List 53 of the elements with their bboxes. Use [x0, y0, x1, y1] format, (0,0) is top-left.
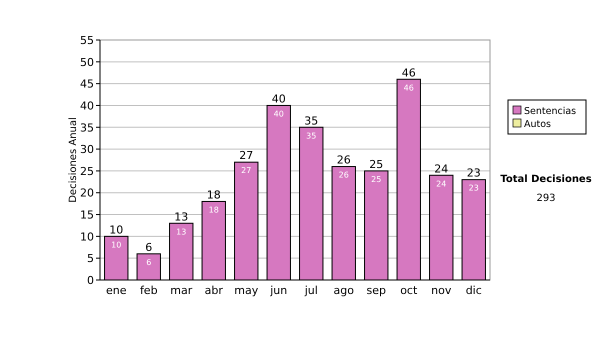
total-label: 23 [466, 166, 481, 180]
x-tick-label: mar [170, 284, 193, 297]
data-label: 6 [146, 258, 152, 267]
total-label: 24 [434, 162, 448, 176]
y-tick-label: 15 [80, 208, 94, 222]
total-label: 6 [145, 240, 152, 254]
data-label: 24 [436, 179, 446, 188]
data-label: 35 [306, 131, 316, 140]
x-tick-label: abr [204, 284, 224, 297]
y-tick-label: 5 [87, 252, 94, 266]
data-label: 27 [241, 166, 252, 176]
data-label: 25 [371, 174, 382, 184]
y-axis-title: Decisiones Anual [68, 117, 79, 203]
y-tick-label: 25 [80, 164, 94, 178]
total-label: 40 [272, 92, 286, 106]
y-tick-label: 20 [80, 186, 94, 200]
total-label: 25 [369, 158, 384, 171]
data-label: 26 [338, 170, 349, 180]
legend-label: Sentencias [524, 106, 576, 117]
x-tick-label: ago [334, 284, 354, 297]
y-tick-label: 55 [80, 34, 94, 47]
y-tick-label: 0 [87, 274, 94, 287]
total-label: 10 [109, 223, 124, 236]
total-label: 46 [402, 66, 416, 80]
x-tick-label: dic [466, 284, 482, 297]
data-label: 23 [468, 184, 479, 193]
x-tick-label: jul [304, 284, 318, 297]
data-label: 10 [111, 240, 122, 250]
total-label: 26 [336, 154, 351, 167]
x-tick-label: ene [106, 284, 127, 297]
data-label: 18 [208, 205, 219, 214]
y-tick-label: 40 [80, 99, 94, 112]
x-tick-label: oct [400, 284, 418, 297]
legend-label: Autos [524, 119, 552, 130]
data-label: 46 [404, 83, 414, 92]
y-tick-label: 10 [80, 230, 94, 244]
y-tick-label: 30 [80, 143, 94, 156]
total-label: 35 [304, 114, 318, 128]
y-tick-label: 35 [80, 121, 94, 134]
x-tick-label: feb [140, 284, 158, 297]
y-tick-label: 50 [80, 56, 94, 69]
total-label: 13 [174, 210, 188, 224]
x-tick-label: jun [269, 284, 288, 297]
x-tick-label: sep [366, 284, 386, 297]
data-label: 40 [274, 109, 284, 118]
total-label: 18 [206, 188, 221, 202]
y-tick-label: 45 [80, 78, 94, 91]
x-tick-label: may [234, 284, 259, 297]
data-label: 13 [176, 227, 186, 236]
text: 293 [536, 193, 556, 204]
total-label: 27 [239, 149, 254, 162]
x-tick-label: nov [431, 284, 452, 297]
text: Total Decisiones [500, 174, 592, 185]
